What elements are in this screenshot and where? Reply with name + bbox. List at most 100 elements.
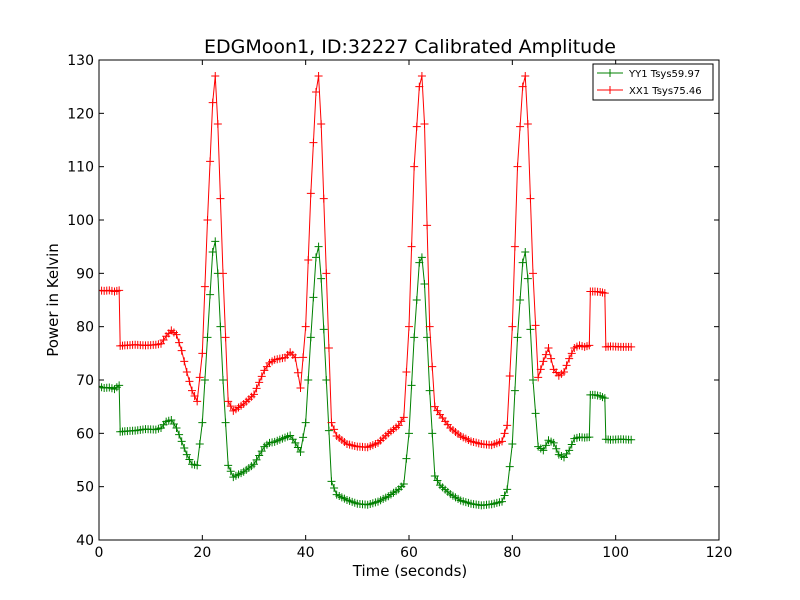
data-point [216, 194, 225, 203]
data-point [523, 274, 532, 283]
data-point [500, 491, 509, 500]
data-point [198, 349, 207, 358]
data-point [415, 82, 424, 91]
data-point [399, 480, 408, 488]
y-tick-label: 80 [76, 320, 94, 336]
data-point [415, 258, 424, 267]
data-point [541, 350, 550, 359]
y-tick-label: 100 [67, 213, 94, 229]
data-point [417, 253, 426, 262]
y-tick-label: 70 [76, 373, 94, 389]
legend-label-xx1: XX1 Tsys75.46 [629, 86, 702, 97]
data-point [115, 286, 124, 295]
data-point [544, 344, 553, 352]
data-point [428, 362, 437, 371]
x-tick-label: 120 [706, 545, 733, 561]
data-point [565, 354, 574, 363]
data-point [306, 333, 315, 342]
data-point [255, 378, 264, 387]
y-tick-label: 110 [67, 160, 94, 176]
data-point [521, 248, 530, 256]
data-point [430, 472, 439, 480]
data-point [539, 357, 548, 366]
data-point [208, 98, 217, 107]
data-point [412, 122, 421, 131]
data-point [250, 390, 258, 399]
data-point [255, 451, 264, 460]
data-point [219, 376, 227, 384]
data-point [560, 368, 568, 376]
data-point [425, 386, 434, 395]
data-point [180, 444, 189, 452]
data-point [180, 357, 189, 366]
data-point [301, 418, 310, 427]
data-point [250, 460, 258, 469]
data-point [208, 248, 217, 256]
data-point [185, 377, 194, 386]
data-point [585, 433, 594, 442]
data-point [200, 282, 209, 291]
data-point [627, 342, 636, 351]
data-point [505, 372, 514, 380]
data-point [399, 413, 408, 422]
data-point [177, 437, 186, 446]
data-point [541, 441, 550, 450]
data-point [531, 409, 540, 418]
data-point [412, 296, 421, 304]
data-point [309, 138, 318, 147]
data-point [423, 221, 432, 230]
data-point [498, 437, 506, 446]
data-point [304, 256, 313, 264]
data-point [600, 394, 609, 403]
x-tick-label: 80 [503, 545, 521, 561]
data-point [536, 365, 545, 374]
data-point [193, 397, 202, 406]
data-point [428, 429, 437, 438]
data-point [299, 433, 308, 442]
x-tick-label: 0 [95, 545, 104, 561]
y-axis-label: Power in Kelvin [44, 243, 62, 357]
data-point [312, 88, 320, 96]
data-point [301, 322, 310, 331]
data-point [314, 72, 323, 80]
data-point [291, 353, 300, 362]
data-point [327, 418, 336, 427]
data-point [508, 440, 517, 448]
data-point [291, 438, 300, 447]
data-point [195, 440, 204, 448]
data-point [518, 82, 527, 91]
data-point [221, 418, 230, 427]
data-point [257, 447, 266, 456]
data-point [405, 322, 413, 331]
data-point [224, 461, 233, 470]
data-point [539, 446, 548, 455]
data-point [405, 429, 413, 438]
data-point [224, 397, 233, 406]
data-point [531, 321, 540, 330]
data-point [407, 381, 416, 390]
legend-marker [606, 86, 614, 94]
data-point [182, 368, 191, 376]
data-point [206, 157, 215, 166]
data-point [433, 476, 442, 485]
legend-box [592, 63, 714, 101]
chart-title: EDGMoon1, ID:32227 Calibrated Amplitude [204, 36, 616, 58]
data-point [188, 386, 196, 395]
data-point [410, 333, 419, 342]
y-tick-label: 40 [76, 533, 94, 549]
data-point [195, 373, 204, 382]
series-1 [99, 72, 636, 452]
data-point [529, 269, 537, 278]
data-point [498, 497, 506, 506]
x-axis-label: Time (seconds) [352, 562, 468, 580]
data-point [508, 322, 517, 331]
x-tick-label: 20 [193, 545, 211, 561]
data-point [516, 296, 525, 304]
data-point [420, 120, 429, 128]
data-point [549, 438, 558, 447]
data-point [500, 429, 509, 438]
data-point [198, 418, 207, 427]
data-point [296, 448, 305, 456]
data-point [306, 189, 315, 198]
